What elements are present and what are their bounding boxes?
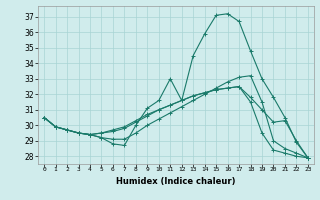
X-axis label: Humidex (Indice chaleur): Humidex (Indice chaleur) <box>116 177 236 186</box>
